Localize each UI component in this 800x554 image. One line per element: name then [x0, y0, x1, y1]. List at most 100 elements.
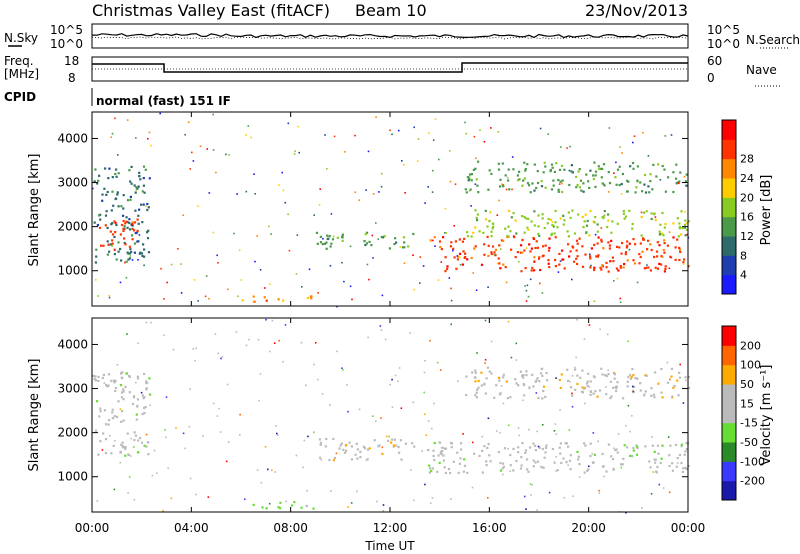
data-cell [607, 219, 610, 222]
data-cell [485, 460, 488, 463]
data-cell [548, 237, 551, 240]
noise-cell [424, 413, 426, 416]
noise-cell [428, 132, 430, 134]
data-cell [550, 234, 553, 237]
noise-cell [544, 451, 547, 454]
noise-cell [525, 508, 527, 510]
data-cell [654, 218, 657, 222]
data-cell [135, 186, 138, 189]
data-cell [128, 252, 131, 255]
data-cell [332, 459, 335, 462]
colorbar-tick-label: -100 [740, 455, 765, 468]
data-cell [679, 171, 682, 174]
data-cell [671, 462, 674, 465]
data-cell [261, 506, 264, 509]
data-cell [122, 219, 125, 223]
noise-cell [368, 278, 370, 281]
noise-cell [288, 249, 291, 252]
data-cell [117, 400, 120, 403]
data-cell [122, 419, 125, 422]
data-cell [99, 440, 102, 443]
noise-cell [425, 434, 427, 436]
noise-cell [269, 283, 271, 285]
data-cell [532, 459, 535, 462]
data-cell [522, 179, 525, 182]
data-cell [111, 408, 114, 411]
noise-cell [356, 490, 358, 493]
data-cell [143, 191, 146, 194]
data-cell [624, 251, 628, 254]
data-cell [119, 233, 122, 236]
data-cell [112, 379, 116, 382]
data-cell [106, 240, 109, 243]
data-cell [682, 261, 685, 264]
data-cell [569, 386, 573, 389]
noise-cell [380, 417, 382, 419]
data-cell [657, 452, 660, 455]
data-cell [664, 267, 667, 270]
noise-cell [640, 211, 643, 214]
data-cell [129, 198, 132, 201]
noise-cell [189, 388, 191, 390]
data-cell [146, 202, 149, 206]
noise-cell [530, 494, 532, 496]
noise-cell [523, 495, 526, 498]
data-cell [541, 367, 544, 370]
data-cell [483, 243, 486, 246]
noise-cell [445, 232, 448, 234]
data-cell [477, 379, 480, 383]
noise-tick-bottom: 10^0 [50, 37, 83, 51]
data-cell [128, 221, 131, 225]
data-cell [589, 169, 592, 172]
noise-cell [378, 191, 380, 193]
noise-cell [256, 235, 258, 237]
noise-cell [128, 476, 131, 478]
data-cell [504, 174, 507, 177]
noise-cell [375, 222, 377, 224]
colorbar-tick-label: -50 [740, 436, 758, 449]
x-axis-ticks: 00:00 04:00 08:00 12:00 16:00 20:00 00:00 [75, 112, 705, 535]
data-cell [644, 445, 647, 448]
data-cell [107, 177, 110, 180]
noise-cell [170, 263, 173, 266]
noise-cell [236, 193, 238, 195]
data-cell [678, 376, 682, 379]
noise-cell [346, 384, 348, 386]
noise-cell [524, 285, 526, 287]
noise-cell [379, 325, 382, 327]
data-cell [458, 462, 461, 465]
data-cell [632, 374, 635, 377]
data-cell [622, 266, 625, 269]
noise-cell [140, 391, 143, 394]
data-cell [113, 415, 116, 418]
noise-cell [613, 447, 615, 449]
data-cell [141, 190, 144, 193]
noise-cell [275, 425, 277, 427]
noise-cell [404, 192, 406, 194]
data-cell [407, 245, 410, 248]
data-cell [533, 210, 536, 213]
station-title: Christmas Valley East (fitACF) [92, 1, 330, 20]
data-cell [455, 267, 458, 270]
data-cell [530, 220, 533, 223]
data-cell [582, 190, 585, 193]
data-cell [566, 368, 569, 371]
noise-cell [389, 383, 391, 386]
noise-cell [170, 497, 173, 500]
data-cell [524, 217, 528, 220]
data-cell [93, 221, 96, 224]
noise-cell [608, 127, 611, 129]
data-cell [310, 295, 313, 298]
data-cell [517, 451, 520, 454]
noise-cell [305, 384, 307, 387]
data-cell [143, 372, 146, 376]
noise-cell [175, 427, 177, 429]
velocity-cbar-label: Velocity [m s⁻¹] [759, 365, 774, 466]
data-cell [145, 445, 148, 448]
data-cell [601, 167, 604, 170]
noise-cell [636, 281, 639, 284]
data-cell [510, 248, 513, 251]
noise-cell [607, 369, 609, 372]
data-cell [147, 206, 150, 209]
data-cell [114, 221, 117, 224]
